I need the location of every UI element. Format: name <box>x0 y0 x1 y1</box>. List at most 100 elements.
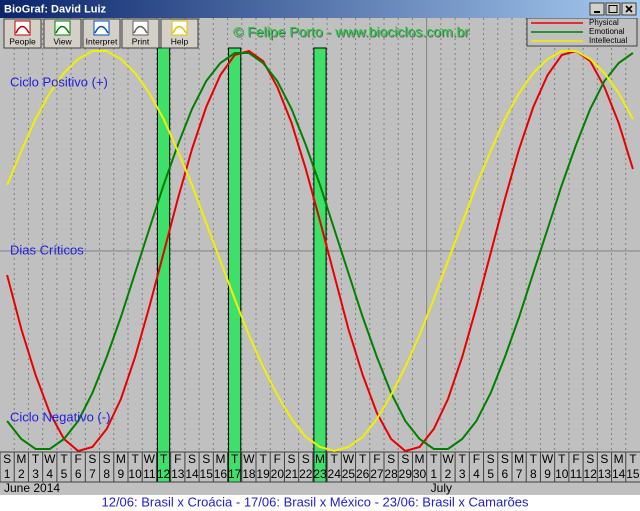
day-label: 14 <box>185 467 199 481</box>
day-label: 3 <box>459 467 466 481</box>
maximize-button[interactable] <box>605 2 621 16</box>
day-label: 12 <box>157 467 171 481</box>
critical-day-bar <box>313 47 327 483</box>
day-label: 5 <box>487 467 494 481</box>
weekday-label: S <box>103 452 111 466</box>
weekday-label: T <box>459 452 467 466</box>
weekday-label: M <box>215 452 225 466</box>
button-icon-mark <box>133 25 148 34</box>
day-label: 29 <box>399 467 413 481</box>
chart-area: S1M2T3W4T5F6S7S8M9T10W11T12F13S14S15M16T… <box>0 17 640 495</box>
weekday-label: F <box>274 452 281 466</box>
weekday-label: T <box>32 452 40 466</box>
button-label: Interpret <box>86 36 118 46</box>
weekday-label: W <box>442 452 454 466</box>
weekday-label: M <box>116 452 126 466</box>
icon <box>608 5 618 13</box>
day-label: 27 <box>370 467 384 481</box>
legend-label: Intellectual <box>589 36 627 45</box>
day-label: 17 <box>228 467 242 481</box>
weekday-label: T <box>558 452 566 466</box>
weekday-label: S <box>487 452 495 466</box>
month-label: June 2014 <box>4 481 60 495</box>
day-label: 23 <box>313 467 327 481</box>
weekday-label: S <box>302 452 310 466</box>
button-label: Print <box>132 36 150 46</box>
day-label: 9 <box>118 467 125 481</box>
weekday-label: W <box>542 452 554 466</box>
annotation: Dias Críticos <box>10 242 84 257</box>
annotation: Ciclo Negativo (-) <box>10 409 110 424</box>
icon <box>625 5 633 13</box>
minimize-button[interactable] <box>589 2 605 16</box>
day-label: 18 <box>242 467 256 481</box>
legend-label: Emotional <box>589 27 625 36</box>
toolbar-button[interactable]: Print <box>121 18 160 49</box>
critical-day-bar <box>228 47 242 483</box>
day-label: 28 <box>384 467 398 481</box>
toolbar-button[interactable]: Help <box>160 18 199 49</box>
button-icon <box>132 20 149 36</box>
day-label: 8 <box>103 467 110 481</box>
toolbar-button[interactable]: View <box>43 18 82 49</box>
day-label: 19 <box>256 467 270 481</box>
day-label: 3 <box>32 467 39 481</box>
day-label: 15 <box>200 467 214 481</box>
toolbar: People View Interpret Print Help <box>3 18 199 49</box>
weekday-label: F <box>174 452 181 466</box>
button-icon-mark <box>94 25 109 34</box>
weekday-label: S <box>3 452 11 466</box>
weekday-label: W <box>44 452 56 466</box>
day-label: 8 <box>530 467 537 481</box>
day-label: 7 <box>516 467 523 481</box>
day-label: 16 <box>214 467 228 481</box>
day-label: 4 <box>473 467 480 481</box>
day-label: 6 <box>502 467 509 481</box>
weekday-label: S <box>88 452 96 466</box>
day-label: 4 <box>46 467 53 481</box>
toolbar-button[interactable]: People <box>3 18 42 49</box>
weekday-label: T <box>430 452 438 466</box>
weekday-label: T <box>131 452 139 466</box>
day-label: 22 <box>299 467 313 481</box>
footer-text: 12/06: Brasil x Croácia - 17/06: Brasil … <box>101 494 529 509</box>
weekday-label: S <box>202 452 210 466</box>
toolbar-button[interactable]: Interpret <box>82 18 121 49</box>
button-icon <box>14 20 31 36</box>
weekday-label: M <box>16 452 26 466</box>
weekday-label: M <box>315 452 325 466</box>
weekday-label: M <box>514 452 524 466</box>
title-bar <box>0 0 640 18</box>
button-icon-mark <box>172 25 187 34</box>
button-label: View <box>53 36 72 46</box>
day-label: 10 <box>555 467 569 481</box>
legend-label: Physical <box>589 18 619 27</box>
weekday-label: S <box>401 452 409 466</box>
weekday-label: T <box>530 452 538 466</box>
weekday-label: F <box>473 452 480 466</box>
weekday-label: S <box>188 452 196 466</box>
day-label: 12 <box>584 467 598 481</box>
weekday-label: S <box>387 452 395 466</box>
day-label: 5 <box>61 467 68 481</box>
watermark: © Felipe Porto - www.biociclos.com.br <box>233 24 469 40</box>
weekday-label: F <box>75 452 82 466</box>
day-label: 11 <box>570 467 583 481</box>
day-label: 9 <box>544 467 551 481</box>
day-label: 11 <box>143 467 156 481</box>
button-icon-mark <box>55 25 70 34</box>
annotation: Ciclo Positivo (+) <box>10 74 108 89</box>
series-line <box>6 52 634 450</box>
weekday-label: T <box>359 452 367 466</box>
button-label: People <box>9 36 36 46</box>
weekday-label: W <box>243 452 255 466</box>
weekday-label: S <box>288 452 296 466</box>
day-label: 24 <box>328 467 342 481</box>
button-label: Help <box>171 36 189 46</box>
weekday-label: S <box>501 452 509 466</box>
weekday-label: T <box>160 452 168 466</box>
series-line <box>6 49 634 453</box>
window-controls[interactable] <box>589 2 637 16</box>
button-icon <box>93 20 110 36</box>
